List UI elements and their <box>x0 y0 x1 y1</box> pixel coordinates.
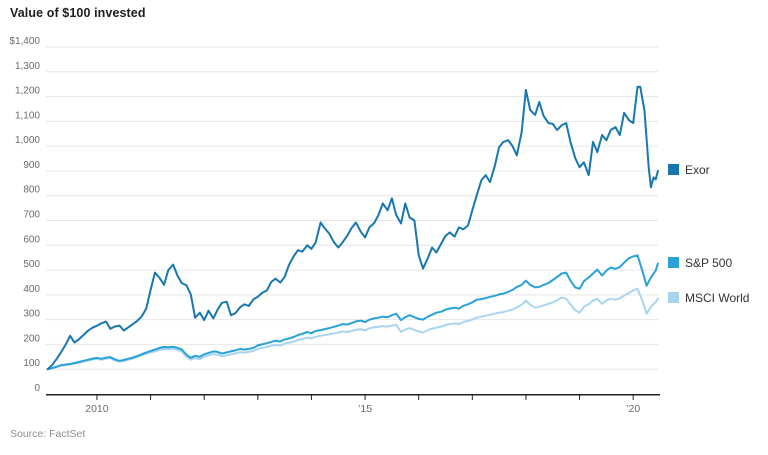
source-note: Source: FactSet <box>10 428 86 440</box>
y-axis-label: 1,200 <box>15 86 40 97</box>
x-axis-label: 2010 <box>85 403 109 415</box>
y-axis-label: 600 <box>23 234 40 245</box>
series-line-msci-world <box>46 287 659 371</box>
series-line-s-p-500 <box>46 254 659 371</box>
legend-swatch-msci-world <box>668 292 679 304</box>
y-axis-label: $1,400 <box>9 36 40 47</box>
y-axis-label: 300 <box>23 309 40 320</box>
y-axis-label: 800 <box>23 185 40 196</box>
legend-label: S&P 500 <box>685 255 733 270</box>
y-axis-label: 1,300 <box>15 61 40 72</box>
y-axis-label: 0 <box>34 383 40 394</box>
y-axis-label: 900 <box>23 160 40 171</box>
y-axis-label: 400 <box>23 284 40 295</box>
legend-item-s-p-500: S&P 500 <box>668 256 732 270</box>
y-axis-label: 1,000 <box>15 135 40 146</box>
y-axis-label: 1,100 <box>15 110 40 121</box>
chart-title: Value of $100 invested <box>10 6 146 20</box>
legend-swatch-s-p-500 <box>668 257 679 269</box>
x-axis-label: ’15 <box>358 403 372 415</box>
y-axis-label: 500 <box>23 259 40 270</box>
y-axis-label: 200 <box>23 333 40 344</box>
y-axis-label: 100 <box>23 358 40 369</box>
legend-item-exor: Exor <box>668 163 710 177</box>
x-axis-label: ’20 <box>626 403 640 415</box>
legend-label: MSCI World <box>685 290 750 305</box>
series-line-exor <box>46 85 659 371</box>
legend-swatch-exor <box>668 164 679 176</box>
legend-label: Exor <box>685 162 710 177</box>
y-axis-label: 700 <box>23 210 40 221</box>
legend-item-msci-world: MSCI World <box>668 291 749 305</box>
